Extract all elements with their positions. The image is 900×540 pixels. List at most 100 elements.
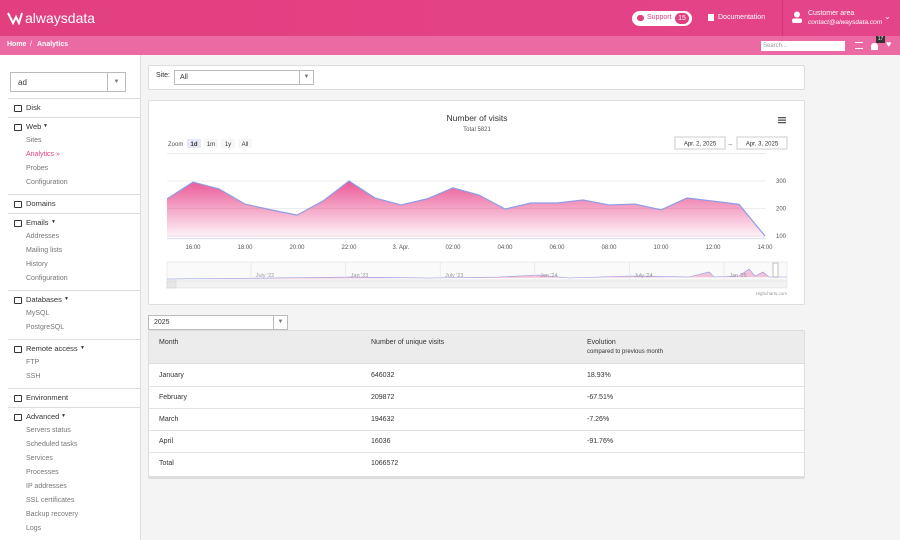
area bbox=[167, 181, 765, 239]
sidebar-separator bbox=[8, 213, 140, 214]
zoom-button[interactable] bbox=[204, 139, 218, 148]
sidebar-separator bbox=[8, 290, 140, 291]
sidebar-item[interactable]: Scheduled tasks bbox=[26, 441, 78, 448]
sidebar-section[interactable]: Databases bbox=[26, 295, 62, 304]
customer-area[interactable]: Customer area bbox=[808, 10, 855, 17]
breadcrumb-home[interactable]: Home bbox=[7, 41, 27, 48]
sidebar-item[interactable]: IP addresses bbox=[26, 483, 67, 490]
sidebar-section[interactable]: Emails bbox=[26, 218, 49, 227]
section-icon bbox=[14, 346, 22, 353]
y-tick-label: 100 bbox=[776, 234, 787, 240]
site-filter: Site: All ▼ bbox=[148, 65, 805, 90]
sidebar-item[interactable]: PostgreSQL bbox=[26, 324, 65, 331]
table: Month Number of unique visits Evolution com… bbox=[148, 330, 805, 479]
sidebar-item[interactable]: Processes bbox=[26, 469, 59, 476]
sidebar-item[interactable]: SSL certificates bbox=[26, 497, 75, 504]
section-icon bbox=[14, 201, 22, 208]
heart-icon[interactable]: ♥ bbox=[886, 39, 892, 49]
table-cell: April bbox=[159, 438, 174, 445]
table-cell: January bbox=[159, 372, 184, 379]
caret: ▼ bbox=[273, 316, 287, 329]
chevron[interactable]: ⌄ bbox=[884, 12, 891, 21]
y-tick-label: 200 bbox=[776, 207, 787, 213]
sidebar-section[interactable]: Disk bbox=[26, 103, 41, 112]
site-select[interactable]: All ▼ bbox=[174, 70, 314, 85]
table-cell: -7.26% bbox=[587, 416, 610, 423]
documentation-link[interactable]: Documentation bbox=[718, 14, 766, 21]
navigator bbox=[166, 261, 788, 281]
sidebar-item[interactable]: FTP bbox=[26, 359, 40, 366]
navigator-label: Jan '24 bbox=[540, 273, 558, 279]
sidebar-item[interactable]: Logs bbox=[26, 525, 42, 532]
zoom-button-label: 1y bbox=[225, 142, 231, 148]
table-cell: 16036 bbox=[371, 438, 391, 445]
x-tick-label: 04:00 bbox=[497, 245, 513, 251]
sidebar: ad ▼ Disk Web ▼ Sites Analytics » Probes Config… bbox=[0, 55, 141, 540]
sidebar-item[interactable]: Backup recovery bbox=[26, 511, 79, 518]
search-input[interactable]: Search... bbox=[761, 41, 845, 51]
date-from-input[interactable] bbox=[674, 136, 726, 150]
table-cell: 209872 bbox=[371, 394, 395, 401]
zoom-label: Zoom bbox=[168, 142, 183, 148]
x-tick-label: 16:00 bbox=[185, 245, 201, 251]
section-caret: ▼ bbox=[64, 296, 69, 302]
navigator-handle[interactable] bbox=[772, 262, 779, 278]
sidebar-item[interactable]: Services bbox=[26, 455, 53, 462]
divider bbox=[782, 0, 783, 36]
date-to-input[interactable] bbox=[736, 136, 788, 150]
site-value: All bbox=[180, 74, 188, 81]
logo-icon bbox=[7, 12, 23, 25]
menu-icon[interactable] bbox=[778, 117, 786, 124]
sidebar-section[interactable]: Advanced bbox=[26, 412, 60, 421]
zoom-button[interactable] bbox=[238, 139, 252, 148]
chat-icon bbox=[637, 15, 644, 21]
column-header: Evolution bbox=[587, 339, 616, 346]
navigator-series bbox=[166, 268, 787, 280]
zoom-button[interactable] bbox=[187, 139, 201, 148]
sidebar-item[interactable]: Analytics » bbox=[26, 151, 60, 158]
sidebar-section[interactable]: Environment bbox=[26, 393, 69, 402]
sidebar-section[interactable]: Domains bbox=[26, 199, 56, 208]
sidebar-item[interactable]: SSH bbox=[26, 373, 41, 380]
scrollbar[interactable] bbox=[166, 280, 788, 289]
sidebar-item[interactable]: Configuration bbox=[26, 275, 68, 282]
scrollbar-button[interactable] bbox=[166, 280, 177, 289]
sidebar-item[interactable]: History bbox=[26, 261, 48, 268]
x-tick-label: 06:00 bbox=[549, 245, 565, 251]
navigator-label: July '23 bbox=[445, 273, 463, 279]
column-header: Number of unique visits bbox=[371, 339, 445, 346]
section-caret: ▼ bbox=[51, 219, 56, 225]
sidebar-separator bbox=[8, 98, 140, 99]
sidebar-item[interactable]: Addresses bbox=[26, 233, 60, 240]
sidebar-item[interactable]: Probes bbox=[26, 165, 49, 172]
zoom-button[interactable] bbox=[221, 139, 235, 148]
sidebar-separator bbox=[8, 339, 140, 340]
sidebar-item[interactable]: Mailing lists bbox=[26, 247, 63, 254]
list-icon[interactable] bbox=[855, 42, 863, 49]
sidebar-item[interactable]: Sites bbox=[26, 137, 42, 144]
column-header: Month bbox=[159, 339, 179, 346]
sidebar-section[interactable]: Remote access bbox=[26, 344, 78, 353]
account-email: contact@alwaysdata.com bbox=[808, 19, 883, 26]
table-header bbox=[149, 331, 804, 364]
bell-icon[interactable] bbox=[871, 43, 878, 50]
x-tick-label: 18:00 bbox=[237, 245, 253, 251]
x-tick-label: 12:00 bbox=[705, 245, 721, 251]
breadcrumb-separator: / bbox=[30, 41, 32, 48]
zoom-button-label: All bbox=[242, 142, 249, 148]
sidebar-separator bbox=[8, 407, 140, 408]
sidebar-item[interactable]: Servers status bbox=[26, 427, 71, 434]
sidebar-section[interactable]: Web bbox=[26, 122, 42, 131]
support-button[interactable]: Support 15 bbox=[632, 11, 692, 26]
breadcrumb-current: Analytics bbox=[37, 41, 69, 48]
navigator-label: Jan '23 bbox=[351, 273, 369, 279]
account-select[interactable]: ad ▼ bbox=[10, 72, 126, 92]
year-select[interactable]: 2025 ▼ bbox=[148, 315, 288, 330]
year-value: 2025 bbox=[154, 319, 170, 326]
row-divider bbox=[149, 408, 804, 409]
row-divider bbox=[149, 452, 804, 453]
row-divider bbox=[149, 430, 804, 431]
sidebar-separator bbox=[8, 117, 140, 118]
sidebar-item[interactable]: Configuration bbox=[26, 179, 68, 186]
sidebar-item[interactable]: MySQL bbox=[26, 310, 50, 317]
